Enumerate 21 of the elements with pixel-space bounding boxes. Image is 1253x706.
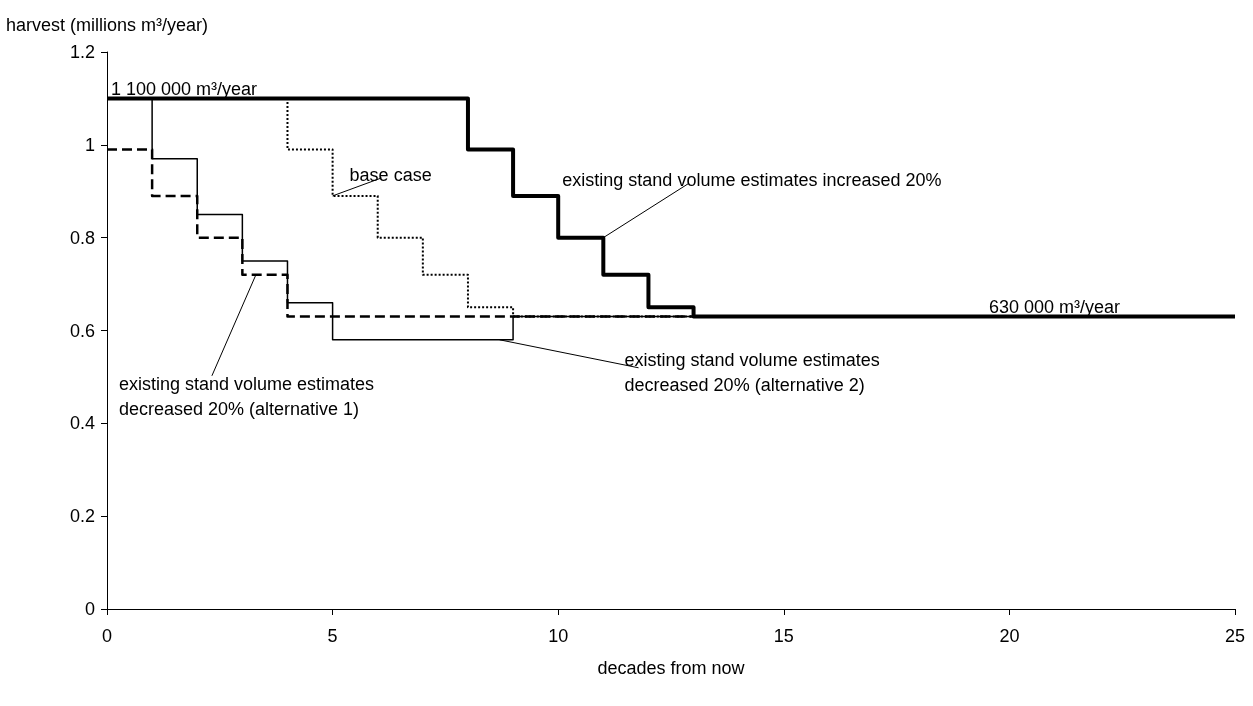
annotation: existing stand volume estimates decreased 20% (alternative 1) (118, 374, 375, 420)
x-tick-label: 25 (1224, 626, 1246, 646)
y-axis-title: harvest (millions m³/year) (5, 15, 209, 35)
annotation: existing stand volume estimates increased 20% (562, 170, 942, 191)
annotation: base case (349, 165, 432, 186)
y-tick-label: 0.6 (69, 320, 95, 341)
x-axis-title: decades from now (597, 658, 746, 678)
x-tick-label: 10 (548, 626, 569, 646)
y-tick-label: 0.4 (69, 413, 95, 434)
annotation: 1 100 000 m³/year (111, 78, 258, 99)
y-tick-label: 0 (84, 599, 95, 619)
x-tick-label: 5 (327, 626, 338, 646)
annotation: 630 000 m³/year (988, 297, 1121, 318)
x-tick-label: 0 (101, 626, 113, 646)
x-tick-label: 20 (999, 626, 1020, 646)
y-tick-label: 1.2 (69, 42, 95, 62)
y-tick-label: 0.2 (69, 506, 95, 527)
y-tick-label: 0.8 (69, 227, 95, 248)
x-tick-label: 15 (773, 626, 794, 646)
annotation: existing stand volume estimates decreased 20% (alternative 2) (624, 350, 880, 396)
y-tick-label: 1 (84, 134, 95, 155)
